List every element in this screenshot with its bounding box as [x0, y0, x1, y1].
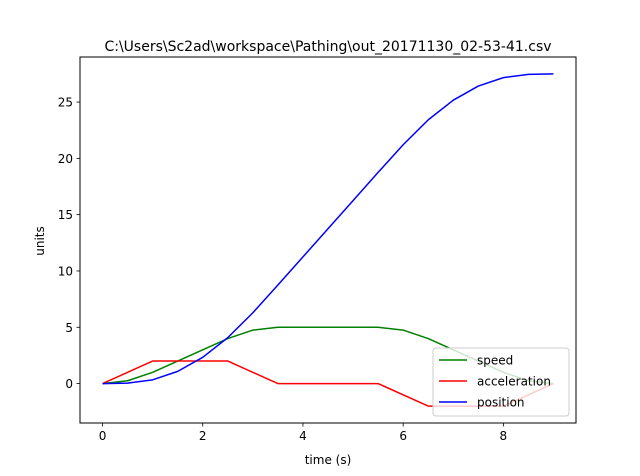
y-axis-ticks: 0 5 10 15 20 25: [58, 96, 80, 391]
y-tick-label: 20: [58, 152, 73, 166]
legend-label-acceleration: acceleration: [477, 375, 551, 389]
x-tick-label: 0: [99, 429, 107, 443]
x-axis-ticks: 0 2 4 6 8: [99, 423, 507, 443]
x-tick-label: 8: [500, 429, 508, 443]
y-tick-label: 10: [58, 264, 73, 278]
legend-box: [432, 347, 570, 417]
x-tick-label: 4: [299, 429, 307, 443]
legend-label-position: position: [477, 396, 525, 410]
series-line-position: [102, 73, 554, 385]
y-tick-label: 15: [58, 208, 73, 222]
y-tick-label: 0: [65, 377, 73, 391]
y-axis-label: units: [33, 226, 47, 256]
plot-area-frame: [79, 56, 577, 424]
legend-label-speed: speed: [477, 354, 513, 368]
chart-title: C:\Users\Sc2ad\workspace\Pathing\out_201…: [104, 39, 551, 55]
y-tick-label: 5: [65, 321, 73, 335]
x-axis-label: time (s): [305, 453, 352, 467]
x-tick-label: 2: [199, 429, 207, 443]
legend: speed acceleration position: [432, 347, 570, 417]
x-tick-label: 6: [399, 429, 407, 443]
y-tick-label: 25: [58, 96, 73, 110]
